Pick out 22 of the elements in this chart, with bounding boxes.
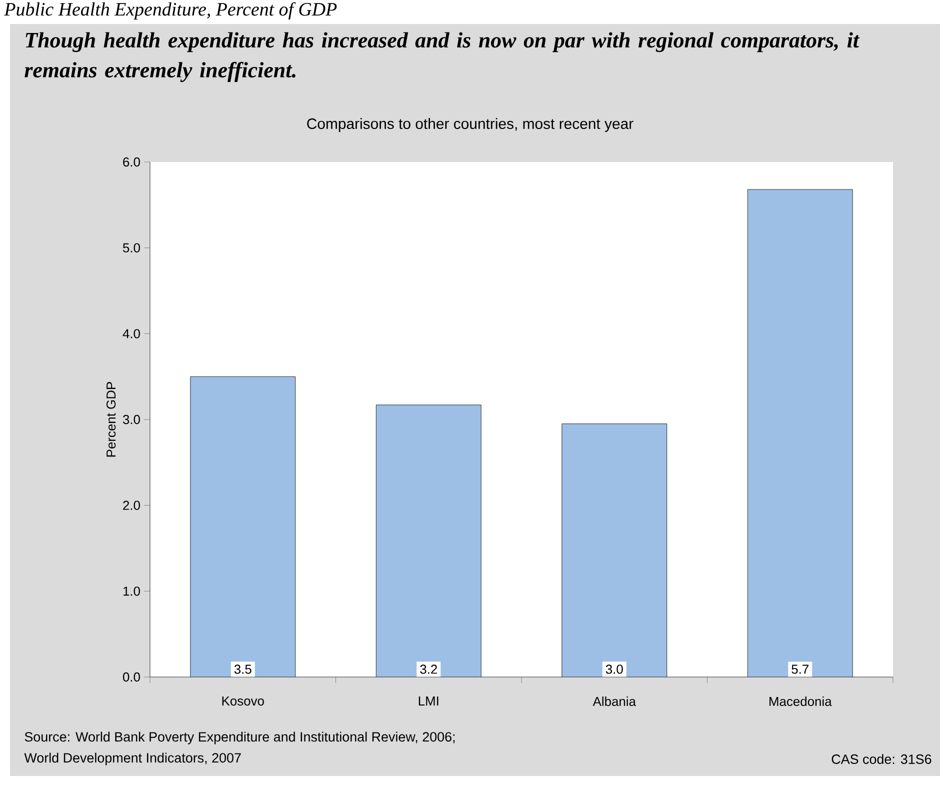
y-tick-label: 5.0: [122, 243, 140, 252]
y-tick-label: 2.0: [123, 500, 140, 510]
y-axis-title: Percent GDP: [106, 382, 116, 457]
y-tick-label: 1.0: [123, 586, 140, 596]
chart-title: Public Health Expenditure, Percent of GDP: [4, 2, 337, 20]
text: Comparisons to other countries, most recent year: [307, 118, 634, 132]
x-tick-label: Macedonia: [770, 696, 832, 706]
y-tick-label: 6.0: [123, 157, 140, 167]
text: World Development Indicators, 2007: [24, 752, 241, 766]
data-label: 3.0: [606, 664, 623, 674]
y-tick-label: 4.0: [122, 329, 140, 338]
chart-subtitle: Though health expenditure has increased and is now on par with regional comparators, it remains extremely inefficient.: [24, 32, 860, 82]
source-note: Source: World Bank Poverty Expenditure and Institutional Review, 2006;: [24, 732, 455, 744]
y-tick-label: 3.0: [122, 414, 140, 424]
text: CAS code: 31S6: [832, 754, 932, 764]
data-label: 3.5: [234, 664, 252, 674]
y-tick-label: 0.0: [122, 672, 140, 682]
x-tick-label: Albania: [592, 696, 636, 706]
x-tick-label: LMI: [418, 696, 438, 706]
x-tick-label: Kosovo: [222, 696, 264, 706]
data-label: 5.7: [792, 664, 808, 674]
data-label: 3.2: [420, 664, 437, 674]
